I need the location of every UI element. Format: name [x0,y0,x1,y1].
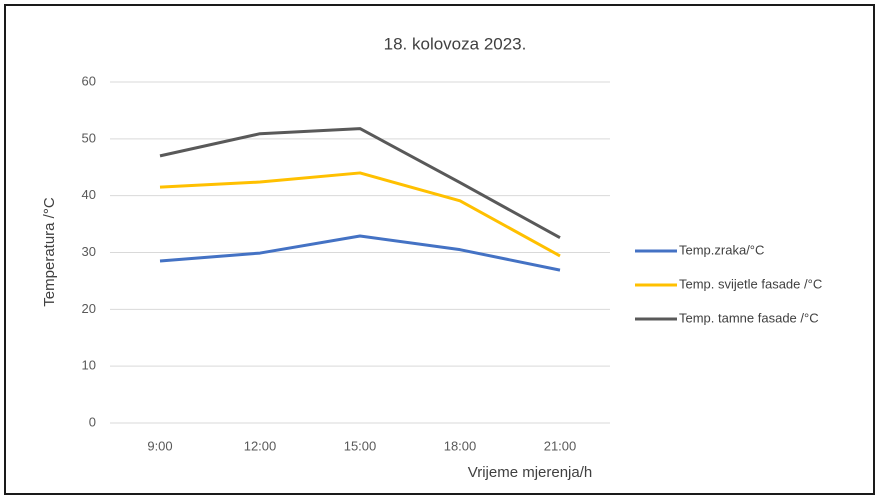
x-tick-label: 15:00 [344,438,377,453]
series-line [159,234,561,272]
legend-label: Temp. svijetle fasade /°C [679,276,822,291]
x-tick-label: 18:00 [444,438,477,453]
y-tick-label: 0 [89,414,96,429]
chart-border [4,4,875,495]
legend-label: Temp. tamne fasade /°C [679,310,819,325]
y-tick-label: 10 [82,358,96,373]
x-axis-title: Vrijeme mjerenja/h [468,464,593,481]
legend-label: Temp.zraka/°C [679,242,764,257]
y-tick-label: 50 [82,130,96,145]
x-tick-label: 21:00 [544,438,577,453]
x-tick-label: 9:00 [147,438,172,453]
y-tick-label: 20 [82,301,96,316]
y-tick-label: 60 [82,73,96,88]
y-tick-label: 30 [82,244,96,259]
y-tick-label: 40 [82,187,96,202]
y-axis-title: Temperatura /°C [41,197,58,307]
series-line [159,171,561,258]
series-line [159,127,561,240]
x-tick-label: 12:00 [244,438,277,453]
chart-title: 18. kolovoza 2023. [384,34,527,53]
